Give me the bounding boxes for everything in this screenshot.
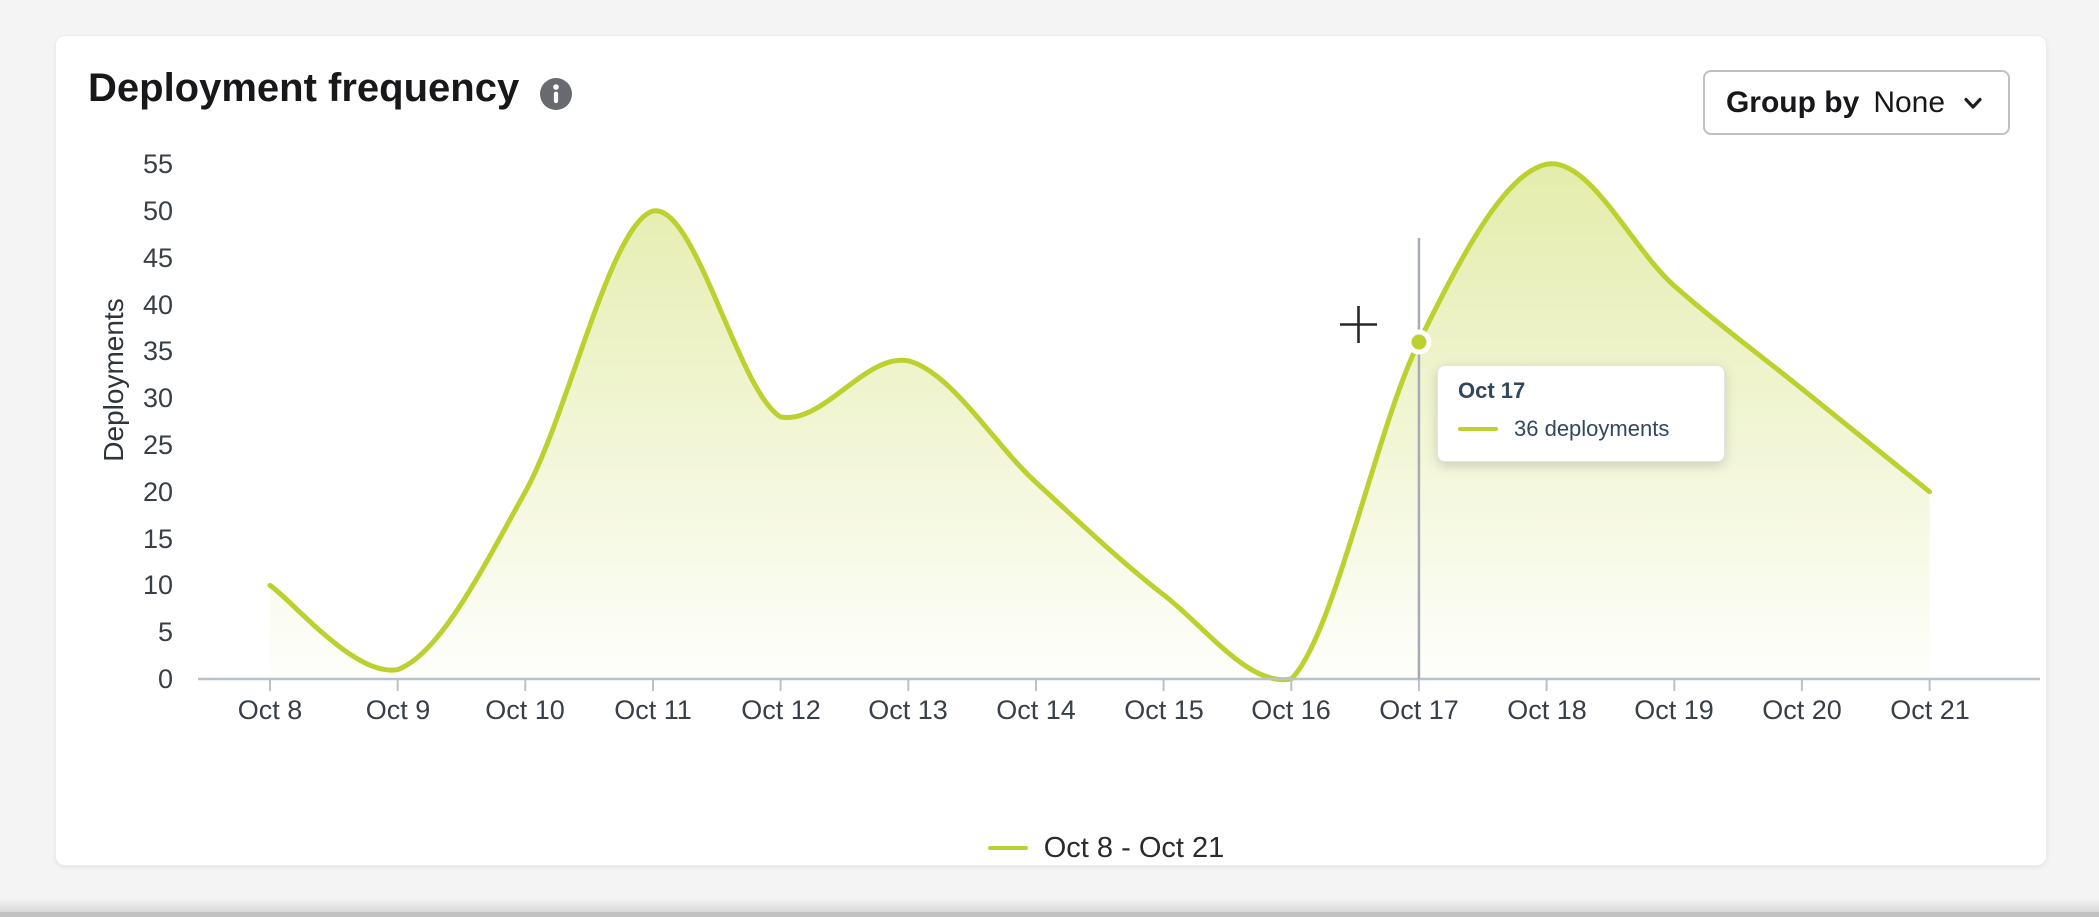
legend-label: Oct 8 - Oct 21 — [1043, 832, 1225, 864]
group-by-label: Group by — [1725, 85, 1860, 119]
y-axis-tick-label: 40 — [142, 290, 173, 320]
page-title: Deployment frequency — [88, 66, 520, 110]
x-axis-tick-label: Oct 19 — [1634, 695, 1714, 725]
tooltip-value: 36 deployments — [1514, 416, 1670, 441]
y-axis-tick-label: 20 — [142, 477, 173, 507]
tooltip-date: Oct 17 — [1458, 378, 1526, 403]
x-axis-tick-label: Oct 16 — [1251, 695, 1331, 725]
x-axis-tick-label: Oct 21 — [1890, 695, 1970, 725]
group-by-value: None — [1873, 85, 1946, 119]
window-bottom-fade — [0, 898, 2099, 912]
y-axis-tick-label: 35 — [142, 336, 173, 366]
chart-tooltip: Oct 17 36 deployments — [1437, 365, 1725, 462]
y-axis-tick-label: 45 — [142, 243, 173, 273]
legend-swatch — [987, 846, 1028, 850]
series-area — [270, 163, 1930, 680]
info-icon[interactable] — [539, 77, 573, 111]
y-axis-tick-label: 30 — [142, 383, 173, 413]
x-axis-tick-label: Oct 14 — [996, 695, 1076, 725]
x-axis-tick-label: Oct 18 — [1507, 695, 1587, 725]
x-axis-tick-label: Oct 8 — [237, 695, 303, 725]
x-axis-tick-label: Oct 17 — [1379, 695, 1459, 725]
chevron-down-icon — [1964, 97, 1982, 109]
tooltip-series-swatch — [1458, 427, 1498, 431]
y-axis-tick-label: 10 — [142, 570, 173, 600]
x-axis-tick-label: Oct 13 — [868, 695, 948, 725]
tooltip-series-row: 36 deployments — [1458, 416, 1704, 442]
x-axis-tick-label: Oct 10 — [485, 695, 565, 725]
legend-item[interactable]: Oct 8 - Oct 21 — [111, 833, 2099, 863]
x-axis-tick-label: Oct 15 — [1124, 695, 1204, 725]
x-axis-tick-label: Oct 20 — [1762, 695, 1842, 725]
x-axis-tick-label: Oct 11 — [614, 695, 692, 725]
y-axis-tick-label: 25 — [142, 430, 173, 460]
window-bottom-edge — [0, 912, 2099, 917]
y-axis-tick-label: 5 — [157, 617, 173, 647]
series-line — [267, 161, 1933, 683]
x-axis-tick-label: Oct 9 — [365, 695, 431, 725]
hover-point-dot — [1406, 329, 1432, 355]
group-by-dropdown[interactable]: Group by None — [1703, 70, 2010, 135]
x-axis-tick-label: Oct 12 — [741, 695, 821, 725]
y-axis-tick-label: 55 — [142, 149, 173, 179]
crosshair-cursor — [1340, 306, 1377, 343]
y-axis-tick-label: 15 — [142, 524, 173, 554]
y-axis-tick-label: 0 — [157, 664, 173, 694]
y-axis-tick-label: 50 — [142, 196, 173, 226]
